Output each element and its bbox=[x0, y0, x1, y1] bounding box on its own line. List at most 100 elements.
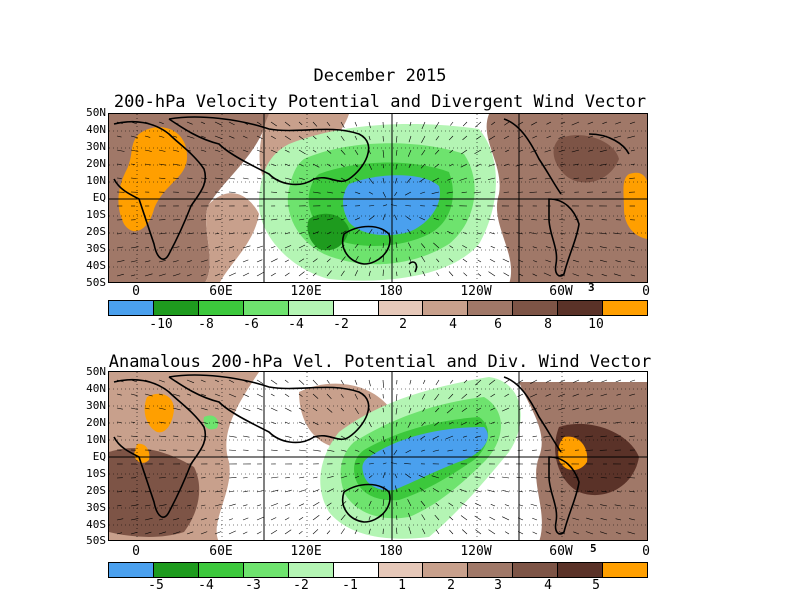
vector-reference-label: 5 bbox=[590, 542, 597, 555]
colorbar-swatch bbox=[558, 563, 604, 577]
colorbar-swatch bbox=[333, 563, 379, 577]
colorbar-label: 4 bbox=[544, 578, 552, 593]
lat-label: 40N bbox=[86, 123, 106, 136]
brown-region-light-west bbox=[205, 193, 259, 282]
vector-reference-label: 3 bbox=[588, 281, 595, 294]
colorbar-swatch bbox=[513, 563, 559, 577]
lat-label: 20N bbox=[86, 157, 106, 170]
colorbar-swatch bbox=[378, 563, 424, 577]
lat-label: 40N bbox=[86, 382, 106, 395]
lon-label: 180 bbox=[379, 544, 403, 559]
lon-label: 0 bbox=[642, 544, 650, 559]
lat-label: 40S bbox=[86, 518, 106, 531]
panel-2-colorbar bbox=[108, 562, 648, 578]
lat-label: 10N bbox=[86, 433, 106, 446]
colorbar-label: -6 bbox=[243, 317, 259, 332]
colorbar-swatch bbox=[468, 563, 514, 577]
colorbar-label: -4 bbox=[288, 317, 304, 332]
lat-label: 30S bbox=[86, 242, 106, 255]
orange-core-east bbox=[623, 172, 647, 239]
green-region-small bbox=[203, 415, 219, 430]
colorbar-swatch bbox=[243, 301, 289, 315]
colorbar-swatch bbox=[243, 563, 289, 577]
figure-title: December 2015 bbox=[313, 66, 447, 86]
wind-vector-field bbox=[116, 121, 636, 277]
colorbar-label: -2 bbox=[293, 578, 309, 593]
lat-label: 50N bbox=[86, 365, 106, 378]
land-outlines bbox=[113, 116, 630, 277]
colorbar-swatch bbox=[558, 301, 604, 315]
colorbar-label: 5 bbox=[592, 578, 600, 593]
colorbar-label: 6 bbox=[494, 317, 502, 332]
colorbar-label: 3 bbox=[494, 578, 502, 593]
colorbar-swatch bbox=[109, 563, 154, 577]
lat-label: 30N bbox=[86, 140, 106, 153]
lon-label: 60W bbox=[549, 284, 573, 299]
brown-region-dark-west bbox=[109, 447, 200, 537]
colorbar-swatch bbox=[198, 301, 244, 315]
lat-label: EQ bbox=[92, 450, 106, 463]
lon-label: 0 bbox=[132, 284, 140, 299]
panel-2-map-svg bbox=[109, 372, 647, 540]
lon-label: 120W bbox=[460, 544, 492, 559]
orange-core-africa bbox=[144, 393, 174, 433]
panel-2-title: Anamalous 200-hPa Vel. Potential and Div… bbox=[108, 352, 652, 372]
panel-1-colorbar bbox=[108, 300, 648, 316]
panel-2-map bbox=[108, 371, 648, 541]
lon-label: 120W bbox=[460, 284, 492, 299]
lat-label: 20S bbox=[86, 484, 106, 497]
lat-label: 40S bbox=[86, 259, 106, 272]
colorbar-swatch bbox=[109, 301, 154, 315]
colorbar-swatch bbox=[423, 563, 469, 577]
panel-1-map bbox=[108, 113, 648, 283]
colorbar-label: 1 bbox=[398, 578, 406, 593]
brown-region-dark-east bbox=[553, 135, 619, 183]
lat-label: 10S bbox=[86, 208, 106, 221]
colorbar-label: -3 bbox=[245, 578, 261, 593]
blue-region-core bbox=[362, 427, 488, 491]
lon-label: 60W bbox=[549, 544, 573, 559]
lat-label: 50N bbox=[86, 106, 106, 119]
colorbar-label: -2 bbox=[333, 317, 349, 332]
colorbar-label: -8 bbox=[198, 317, 214, 332]
reference-lines bbox=[109, 114, 647, 282]
colorbar-swatch bbox=[333, 301, 379, 315]
colorbar-swatch bbox=[288, 563, 334, 577]
lat-label: 10S bbox=[86, 467, 106, 480]
lon-label: 60E bbox=[209, 544, 233, 559]
colorbar-swatch bbox=[378, 301, 424, 315]
lon-label: 0 bbox=[132, 544, 140, 559]
lat-label: 20N bbox=[86, 416, 106, 429]
colorbar-swatch bbox=[513, 301, 559, 315]
panel-1-title: 200-hPa Velocity Potential and Divergent… bbox=[113, 92, 647, 112]
orange-core-small bbox=[134, 443, 150, 463]
wind-vector-field bbox=[116, 379, 636, 535]
colorbar-label: 10 bbox=[588, 317, 604, 332]
lat-label: EQ bbox=[92, 191, 106, 204]
colorbar-swatch bbox=[603, 301, 648, 315]
orange-core-africa bbox=[118, 127, 188, 232]
lon-label: 60E bbox=[209, 284, 233, 299]
colorbar-swatch bbox=[468, 301, 514, 315]
colorbar-swatch bbox=[198, 563, 244, 577]
panel-1-map-svg bbox=[109, 114, 647, 282]
colorbar-label: 4 bbox=[449, 317, 457, 332]
lat-label: 20S bbox=[86, 225, 106, 238]
lat-label: 30S bbox=[86, 501, 106, 514]
colorbar-swatch bbox=[603, 563, 648, 577]
colorbar-label: 2 bbox=[399, 317, 407, 332]
colorbar-label: -4 bbox=[198, 578, 214, 593]
lat-label: 10N bbox=[86, 174, 106, 187]
colorbar-label: 8 bbox=[544, 317, 552, 332]
lat-label: 50S bbox=[86, 276, 106, 289]
colorbar-swatch bbox=[423, 301, 469, 315]
land-outlines bbox=[113, 374, 580, 535]
lon-label: 0 bbox=[642, 284, 650, 299]
colorbar-label: -10 bbox=[149, 317, 173, 332]
colorbar-swatch bbox=[153, 563, 199, 577]
lat-label: 30N bbox=[86, 399, 106, 412]
colorbar-label: -5 bbox=[148, 578, 164, 593]
colorbar-label: 2 bbox=[447, 578, 455, 593]
colorbar-swatch bbox=[288, 301, 334, 315]
blue-region-core bbox=[343, 175, 440, 236]
